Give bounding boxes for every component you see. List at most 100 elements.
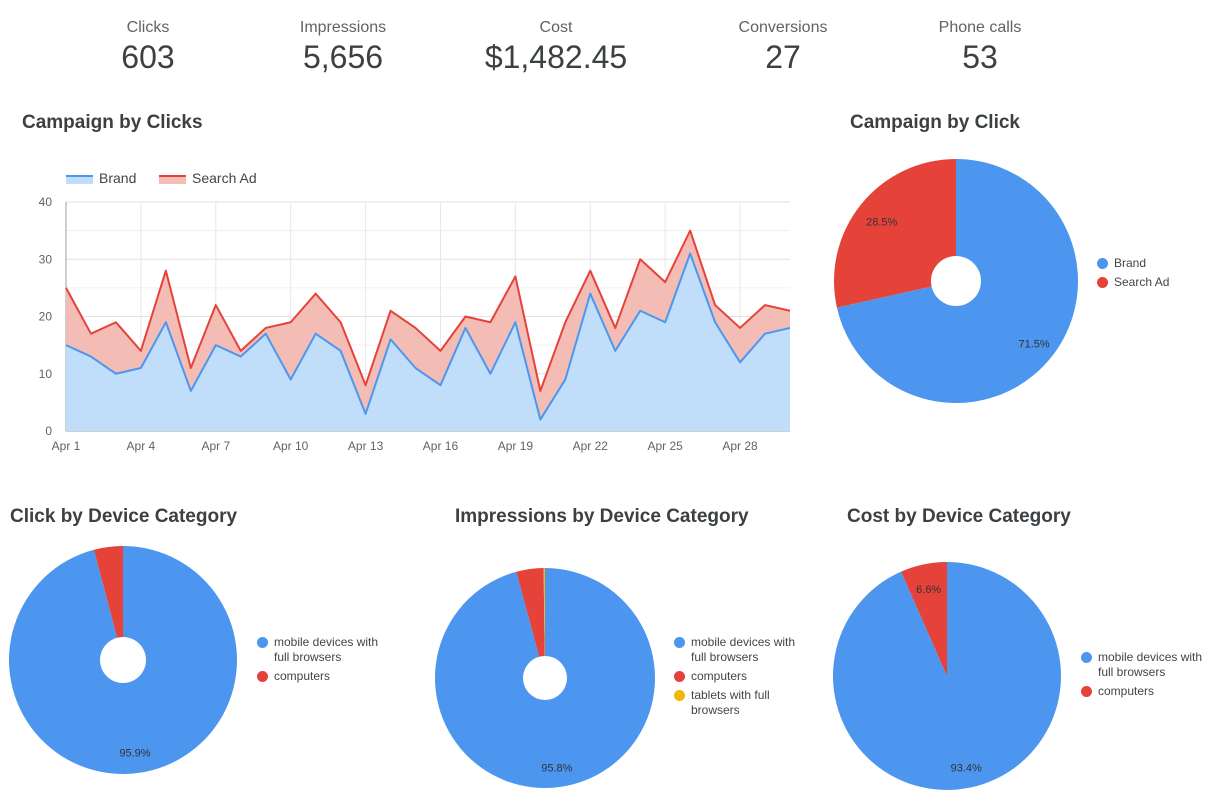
kpi-phone-calls: Phone calls 53	[880, 18, 1080, 76]
legend-dot-blue	[674, 637, 685, 648]
x-tick-label: Apr 28	[722, 439, 758, 453]
kpi-conversions: Conversions 27	[683, 18, 883, 76]
chart-title-campaign-by-click: Campaign by Click	[850, 112, 1020, 133]
kpi-value: 27	[765, 39, 801, 75]
legend-item-mobile[interactable]: mobile devices with full browsers	[674, 635, 809, 665]
legend-campaign-by-click[interactable]: Brand Search Ad	[1097, 256, 1169, 294]
x-tick-label: Apr 13	[348, 439, 384, 453]
x-tick-label: Apr 1	[52, 439, 81, 453]
pie-hole	[931, 256, 981, 306]
legend-item-computers[interactable]: computers	[674, 669, 809, 684]
line-search-ad	[65, 229, 791, 392]
pie-pct-label: 71.5%	[1018, 339, 1049, 351]
legend-dot-red	[1081, 686, 1092, 697]
legend-swatch-fill	[159, 176, 186, 184]
legend-click-by-device[interactable]: mobile devices with full browsers comput…	[257, 635, 392, 688]
legend-item-computers[interactable]: computers	[257, 669, 392, 684]
pie-slice-mobile-devices-with-full-browsers[interactable]	[832, 562, 1061, 790]
area-chart: 0 10 20 30 40 Apr 1 Apr 4 Apr 7 Apr 10 Apr 13 Apr …	[39, 170, 791, 453]
pie-slice-search-ad[interactable]	[834, 159, 956, 308]
pie-slice-mobile-devices-with-full-browsers[interactable]	[434, 568, 655, 788]
x-tick-label: Apr 4	[127, 439, 156, 453]
y-tick-label: 0	[45, 424, 52, 438]
x-tick-label: Apr 7	[201, 439, 230, 453]
x-tick-label: Apr 22	[573, 439, 609, 453]
legend-dot-red	[1097, 277, 1108, 288]
legend-label: computers	[274, 669, 331, 683]
x-tick-label: Apr 25	[647, 439, 683, 453]
axes: 0 10 20 30 40 Apr 1 Apr 4 Apr 7 Apr 10 Apr 13 Apr …	[39, 195, 758, 453]
pie-pct-label: 93.4%	[951, 762, 982, 774]
pie-slice-computers[interactable]	[901, 562, 947, 676]
y-tick-label: 10	[39, 367, 53, 381]
legend-dot-red	[257, 671, 268, 682]
legend-item-search-ad[interactable]: Search Ad	[1097, 275, 1169, 290]
area-lines	[65, 229, 791, 421]
kpi-label: Conversions	[738, 19, 828, 36]
area-brand	[66, 253, 790, 431]
pie-slice-computers[interactable]	[93, 546, 123, 660]
kpi-label: Phone calls	[938, 19, 1022, 36]
pie-cost-by-device: 93.4% 6.6%	[832, 562, 1061, 790]
kpi-value: 5,656	[302, 39, 384, 75]
x-tick-label: Apr 19	[498, 439, 534, 453]
kpi-label: Impressions	[299, 19, 387, 36]
line-brand	[65, 252, 791, 421]
kpi-value: 53	[962, 39, 998, 75]
legend-label: computers	[1098, 684, 1155, 698]
pie-click-by-device: 95.9%	[9, 546, 238, 774]
chart-title-cost-by-device: Cost by Device Category	[847, 506, 1071, 527]
chart-title-campaign-by-clicks: Campaign by Clicks	[22, 112, 203, 133]
legend-label: computers	[691, 669, 748, 683]
pie-pct-label: 95.9%	[119, 748, 150, 760]
legend-item-brand[interactable]: Brand	[1097, 256, 1169, 271]
kpi-impressions: Impressions 5,656	[243, 18, 443, 76]
kpi-cost: Cost $1,482.45	[456, 18, 656, 76]
legend-item-tablets[interactable]: tablets with full browsers	[674, 688, 809, 718]
area-legend[interactable]: Brand Search Ad	[66, 170, 257, 186]
pie-impressions-by-device: 95.8%	[434, 568, 655, 788]
legend-item-search-ad[interactable]: Search Ad	[159, 170, 257, 186]
legend-item-mobile[interactable]: mobile devices with full browsers	[257, 635, 392, 665]
y-tick-label: 20	[39, 310, 53, 324]
legend-item-computers[interactable]: computers	[1081, 684, 1214, 699]
legend-dot-blue	[1097, 258, 1108, 269]
legend-label: mobile devices with full browsers	[1098, 650, 1203, 679]
pie-slice-mobile-devices-with-full-browsers[interactable]	[9, 546, 238, 774]
legend-item-brand[interactable]: Brand	[66, 170, 136, 186]
legend-label: mobile devices with full browsers	[274, 635, 379, 664]
kpi-label: Clicks	[126, 19, 170, 36]
pie-hole	[100, 637, 146, 683]
x-tick-label: Apr 16	[423, 439, 459, 453]
pie-pct-label: 95.8%	[541, 762, 572, 774]
pie-campaign-by-click: 71.5% 28.5%	[834, 159, 1078, 403]
kpi-value: $1,482.45	[484, 39, 628, 75]
chart-title-impressions-by-device: Impressions by Device Category	[455, 506, 749, 527]
legend-label: Brand	[99, 170, 136, 186]
y-tick-label: 40	[39, 195, 53, 209]
legend-dot-red	[674, 671, 685, 682]
kpi-clicks: Clicks 603	[48, 18, 248, 76]
area-search-ad	[66, 230, 790, 420]
pie-hole	[523, 656, 567, 700]
legend-label: mobile devices with full browsers	[691, 635, 796, 664]
legend-dot-blue	[1081, 652, 1092, 663]
pie-pct-label: 28.5%	[866, 217, 897, 229]
kpi-value: 603	[121, 39, 175, 75]
legend-label: Search Ad	[1114, 275, 1170, 289]
pie-slice-brand[interactable]	[836, 159, 1078, 403]
legend-label: tablets with full browsers	[691, 688, 770, 717]
pie-slice-computers[interactable]	[516, 568, 545, 678]
pie-slice-tablets-with-full-browsers[interactable]	[543, 568, 545, 678]
legend-dot-yellow	[674, 690, 685, 701]
legend-dot-blue	[257, 637, 268, 648]
legend-cost-by-device[interactable]: mobile devices with full browsers comput…	[1081, 650, 1214, 703]
chart-title-click-by-device: Click by Device Category	[10, 506, 238, 527]
legend-label: Search Ad	[192, 170, 257, 186]
legend-swatch-fill	[66, 176, 93, 184]
pie-pct-label: 6.6%	[916, 584, 941, 596]
legend-impressions-by-device[interactable]: mobile devices with full browsers comput…	[674, 635, 809, 722]
area-fills	[66, 230, 790, 431]
y-tick-label: 30	[39, 252, 53, 266]
legend-item-mobile[interactable]: mobile devices with full browsers	[1081, 650, 1214, 680]
